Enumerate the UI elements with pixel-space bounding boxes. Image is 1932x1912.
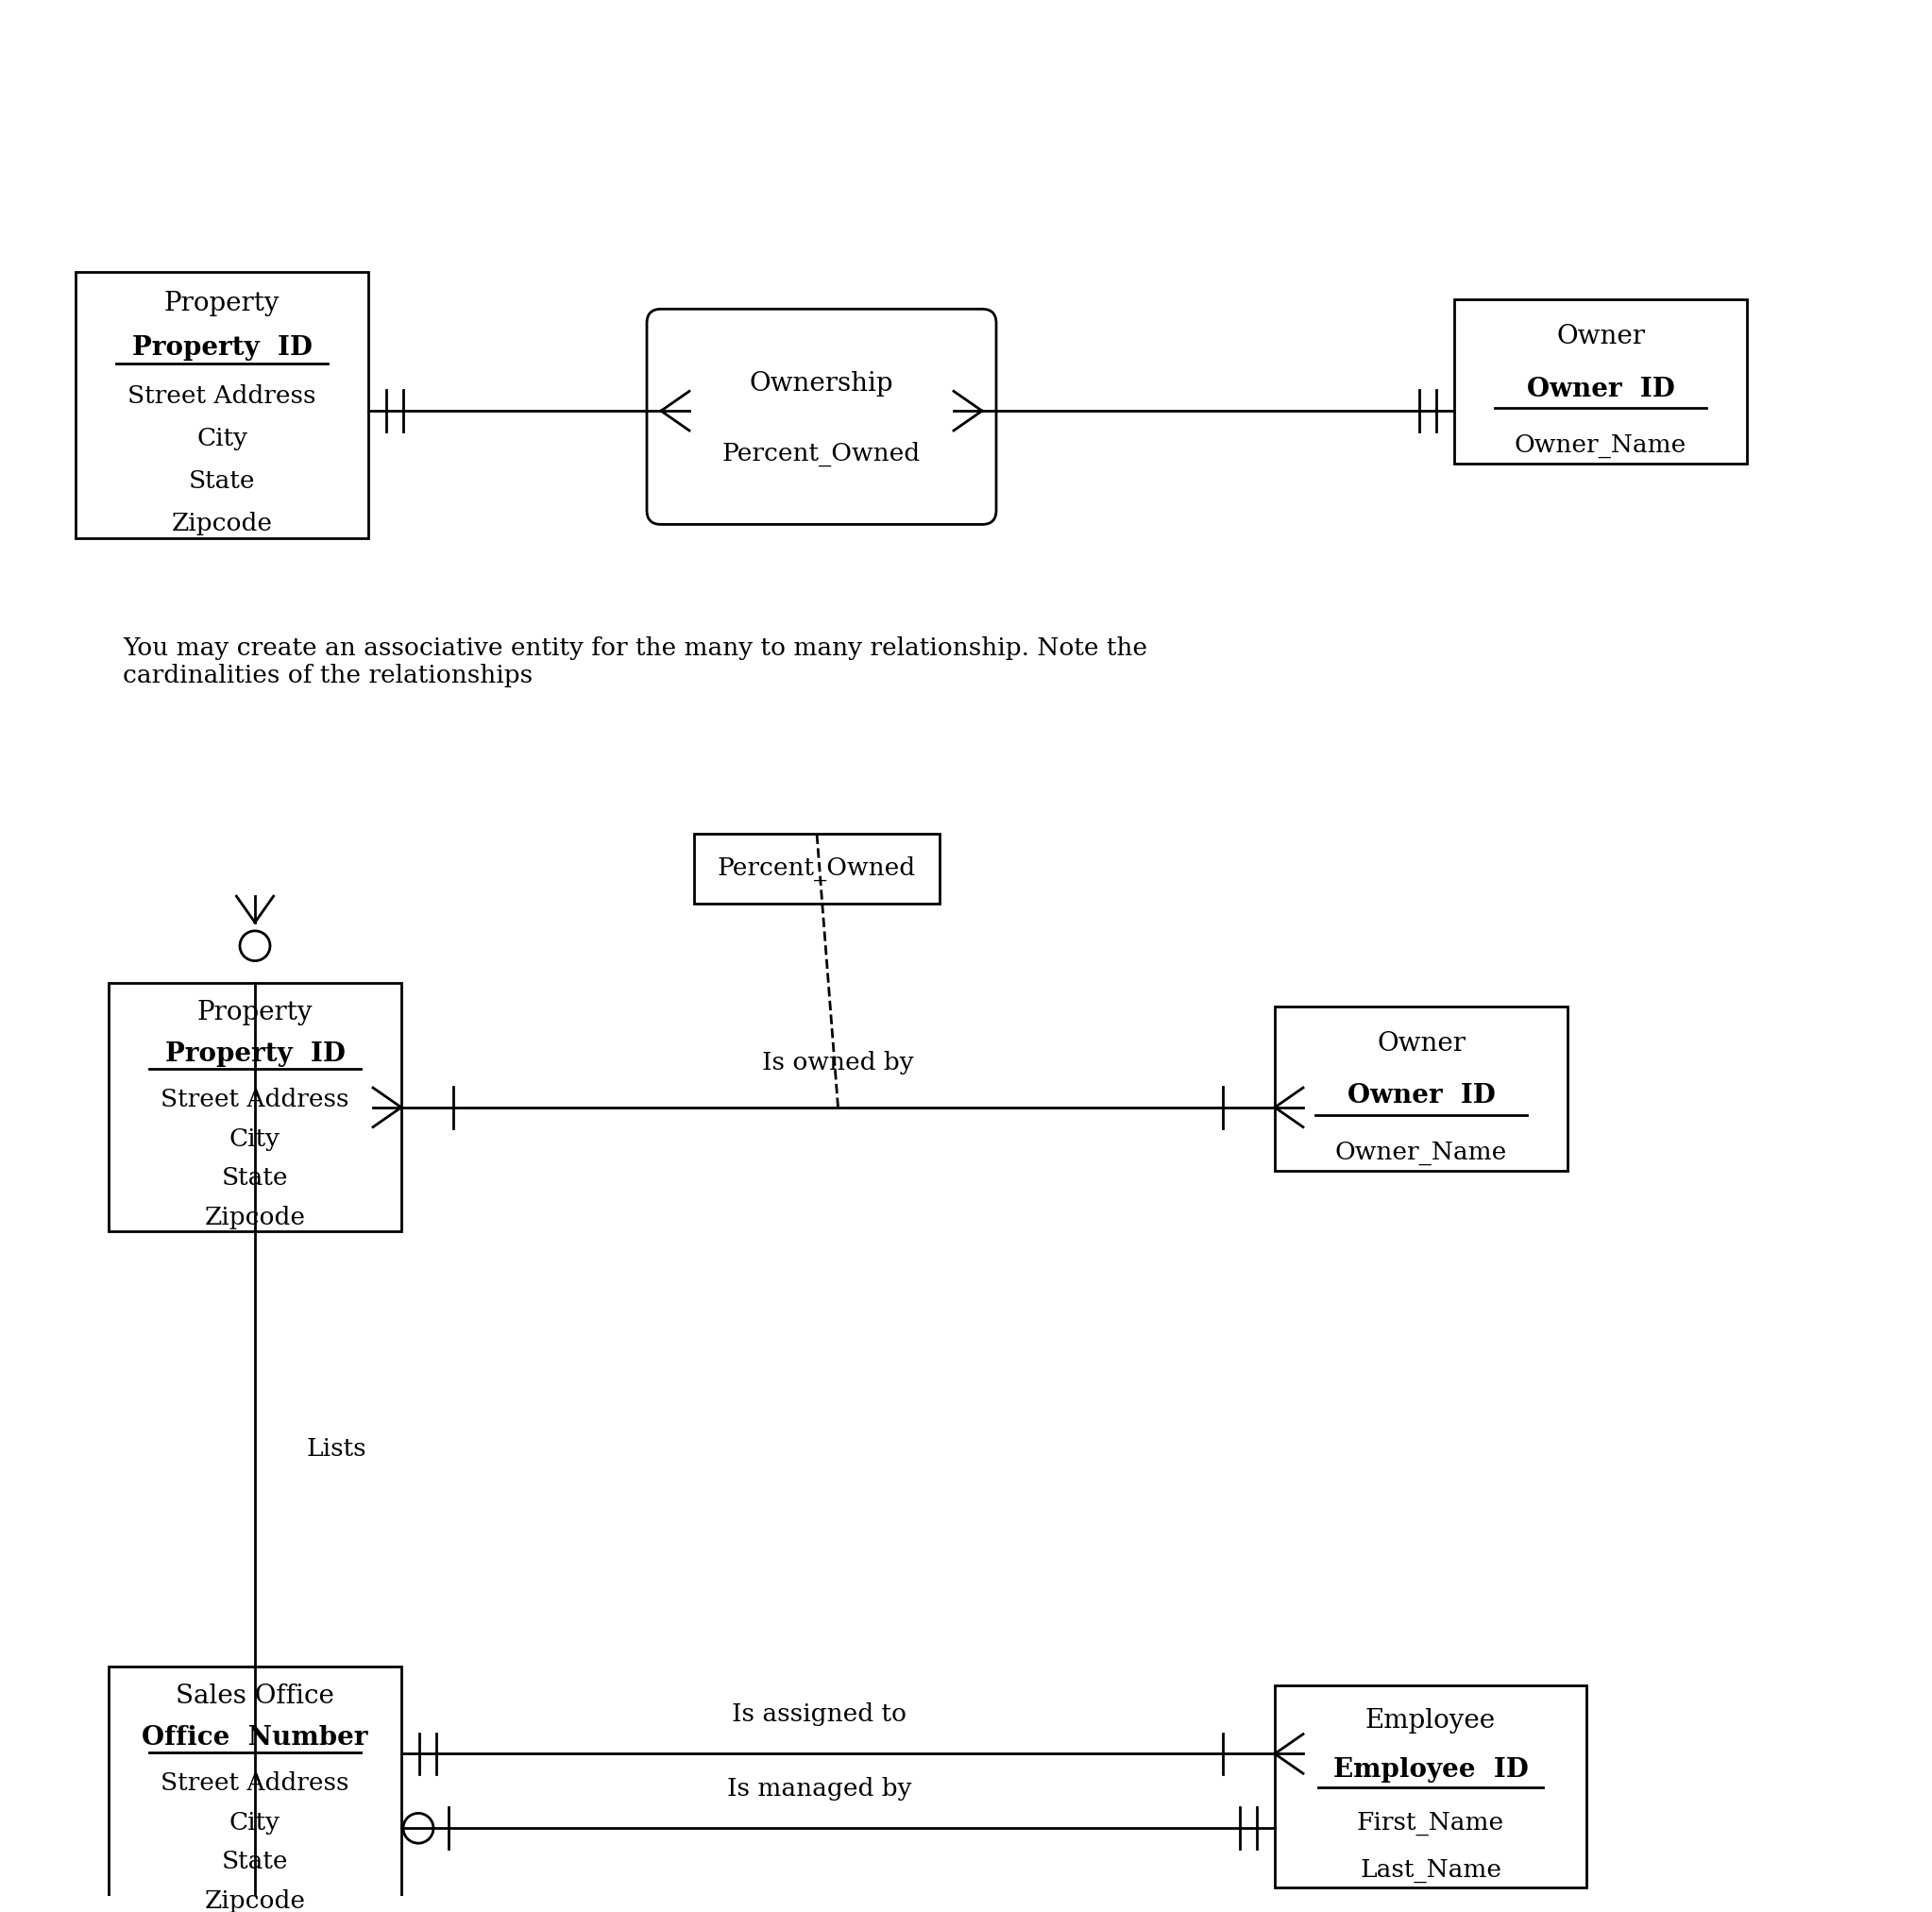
FancyBboxPatch shape <box>647 310 997 524</box>
Text: Owner: Owner <box>1555 325 1644 350</box>
Bar <box>108 983 402 1231</box>
Text: Percent_Owned: Percent_Owned <box>717 857 916 881</box>
Text: Owner_Name: Owner_Name <box>1515 434 1687 459</box>
Bar <box>1455 300 1747 463</box>
Text: Office  Number: Office Number <box>141 1725 367 1751</box>
Bar <box>75 272 369 539</box>
Text: Percent_Owned: Percent_Owned <box>723 442 922 467</box>
Text: State: State <box>189 470 255 493</box>
Text: Street Address: Street Address <box>160 1771 350 1795</box>
Text: Is owned by: Is owned by <box>763 1052 914 1075</box>
Text: You may create an associative entity for the many to many relationship. Note the: You may create an associative entity for… <box>124 637 1148 688</box>
Text: State: State <box>222 1851 288 1874</box>
Text: Property  ID: Property ID <box>164 1042 346 1067</box>
Text: Sales Office: Sales Office <box>176 1684 334 1709</box>
Text: Property: Property <box>164 291 280 315</box>
Text: Owner_Name: Owner_Name <box>1335 1141 1507 1164</box>
Text: Owner  ID: Owner ID <box>1526 377 1675 402</box>
Text: Owner: Owner <box>1378 1031 1466 1057</box>
Bar <box>1275 1008 1567 1170</box>
Text: Street Address: Street Address <box>160 1088 350 1111</box>
Text: Employee: Employee <box>1366 1707 1495 1734</box>
Text: State: State <box>222 1166 288 1189</box>
Text: City: City <box>230 1811 280 1834</box>
Text: Employee  ID: Employee ID <box>1333 1757 1528 1782</box>
Text: Last_Name: Last_Name <box>1360 1858 1501 1883</box>
Text: Property: Property <box>197 1000 313 1025</box>
Text: Zipcode: Zipcode <box>172 512 272 535</box>
Bar <box>694 834 939 904</box>
Text: Zipcode: Zipcode <box>205 1206 305 1229</box>
Bar <box>108 1667 402 1912</box>
Text: Property  ID: Property ID <box>131 335 313 361</box>
Text: Owner  ID: Owner ID <box>1347 1084 1495 1109</box>
Text: Is assigned to: Is assigned to <box>732 1702 906 1727</box>
Text: Street Address: Street Address <box>128 384 317 409</box>
Text: City: City <box>230 1126 280 1151</box>
Text: Zipcode: Zipcode <box>205 1889 305 1912</box>
Text: Ownership: Ownership <box>750 371 893 396</box>
Text: Lists: Lists <box>307 1438 367 1461</box>
Text: City: City <box>197 426 247 451</box>
Bar <box>1275 1686 1586 1887</box>
Text: First_Name: First_Name <box>1356 1813 1505 1836</box>
Text: Is managed by: Is managed by <box>726 1776 912 1799</box>
